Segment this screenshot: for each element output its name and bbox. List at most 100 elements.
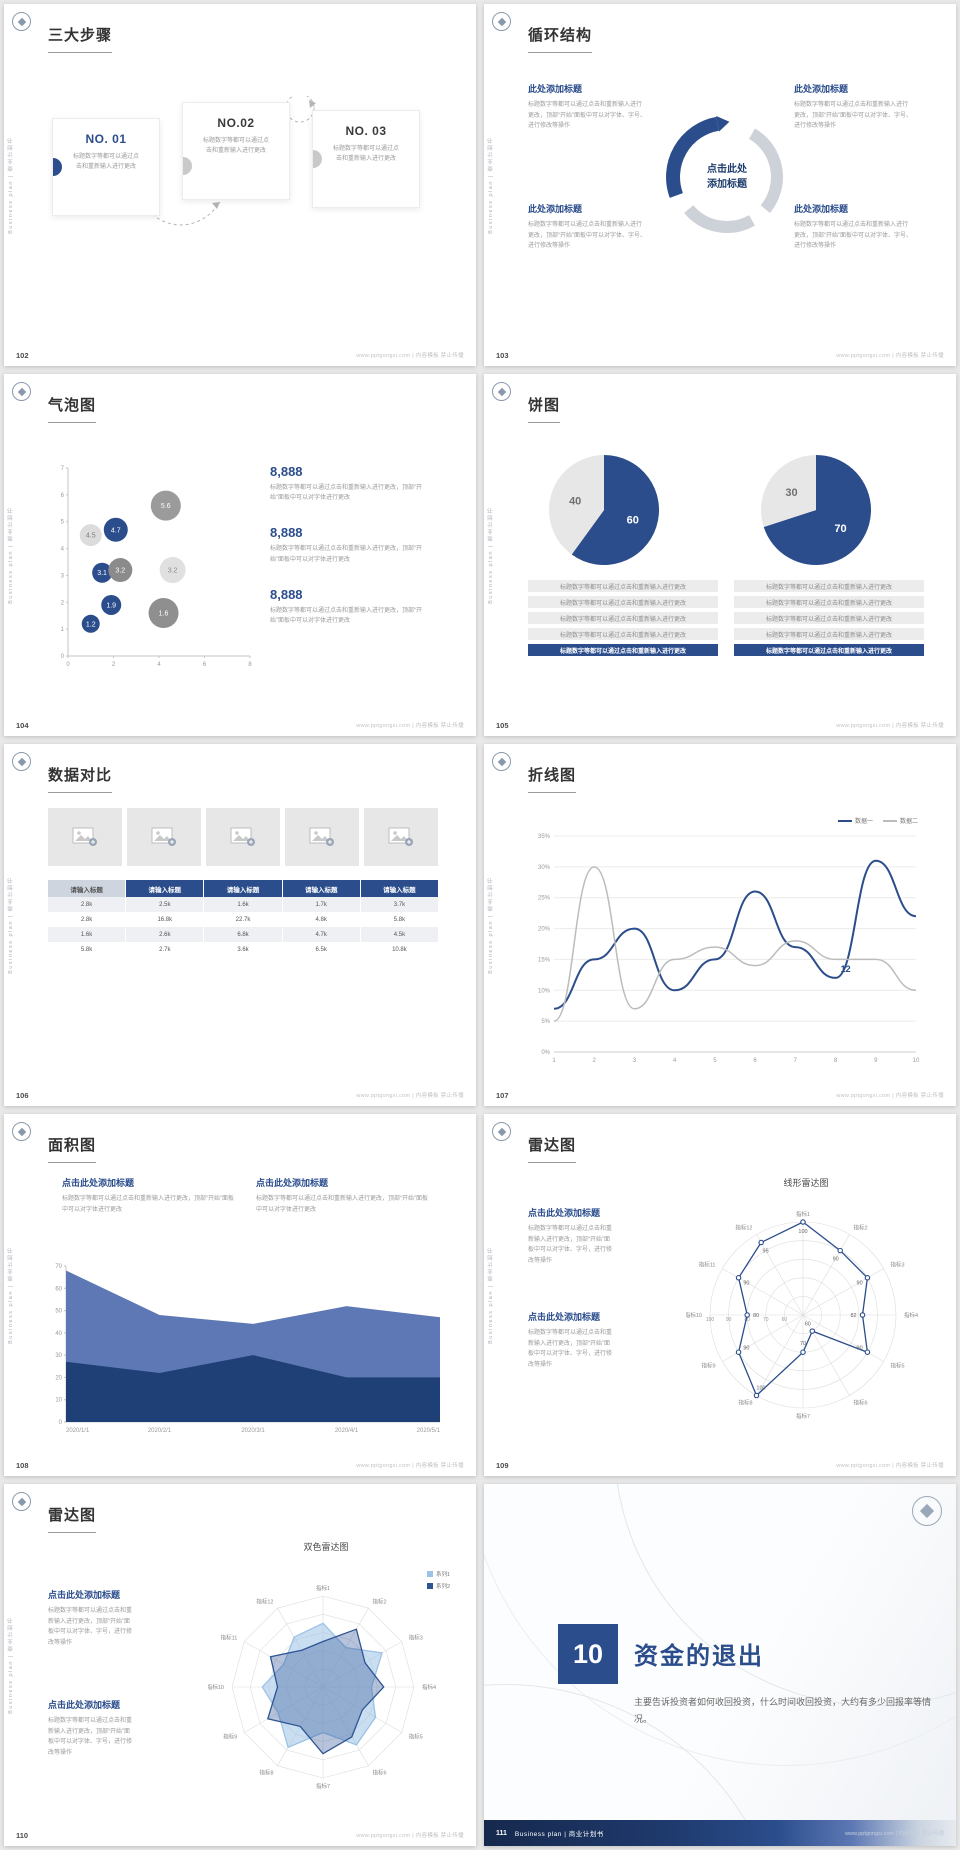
legend-line-swatch <box>882 819 897 822</box>
svg-text:指标8: 指标8 <box>259 1769 273 1777</box>
line-chart: 0% 5% 10% 15% 20% 25% 30% 35% 1 2 3 4 5 6 7 8 9 10 12 <box>528 828 926 1068</box>
page-number: 103 <box>496 351 509 360</box>
table-cell: 6.8k <box>204 927 283 942</box>
brand-logo-icon <box>492 752 511 771</box>
brand-logo-icon <box>912 1496 942 1526</box>
table-cell: 1.6k <box>48 927 127 942</box>
legend-label: 数据二 <box>899 819 918 825</box>
legend-line-swatch <box>837 819 852 822</box>
cycle-arrows-diagram <box>666 116 783 233</box>
footer-text: www.pptgongsi.com | 内容模板 禁止传播 <box>836 723 944 729</box>
svg-text:指标4: 指标4 <box>422 1683 436 1691</box>
semicircle-marker <box>183 157 192 175</box>
slide-105-pie-charts[interactable]: Business plan | 商业计划书 饼图 60 40 70 30 标题数字等… <box>484 374 956 736</box>
slide-111-section-cover[interactable]: 10 资金的退出 主要告诉投资者如何收回投资，什么时间收回投资，大约有多少回报率… <box>484 1484 956 1846</box>
slide-109-radar-chart[interactable]: Business plan | 商业计划书 雷达图 点击此处添加标题 标题数字等… <box>484 1114 956 1476</box>
table-cell: 3.7k <box>360 897 439 912</box>
legend-label: 数据一 <box>854 819 873 825</box>
step-card-3: NO. 03 标题数字等都可以通过点击和重新输入进行更改 <box>312 110 420 208</box>
svg-text:5.6: 5.6 <box>161 503 171 510</box>
block-title: 点击此处添加标题 <box>62 1178 135 1188</box>
step-card-1: NO. 01 标题数字等都可以通过点击和重新输入进行更改 <box>52 118 160 216</box>
brand-logo-icon <box>12 1122 31 1141</box>
svg-text:指标10: 指标10 <box>686 1311 702 1319</box>
table-cell: 3.6k <box>204 942 283 957</box>
pie-caption-row-highlight: 标题数字等都可以通过点击和重新输入进行更改 <box>528 644 718 656</box>
svg-text:100: 100 <box>798 1229 807 1235</box>
svg-text:指标9: 指标9 <box>701 1362 715 1370</box>
table-row: 5.8k 2.7k 3.6k 6.5k 10.8k <box>48 942 439 957</box>
slide-title: 三大步骤 <box>48 24 113 53</box>
slide-110-radar-chart-dual[interactable]: Business plan | 商业计划书 雷达图 点击此处添加标题 标题数字等… <box>4 1484 476 1846</box>
brand-logo-icon <box>12 382 31 401</box>
step-number: NO.02 <box>217 116 255 130</box>
svg-text:7: 7 <box>61 466 65 472</box>
table-cell: 4.5k <box>360 927 439 942</box>
svg-text:4.5: 4.5 <box>86 533 96 540</box>
pie-chart-left: 60 40 <box>548 454 660 566</box>
pie-caption-row: 标题数字等都可以通过点击和重新输入进行更改 <box>528 612 718 624</box>
brand-logo-icon <box>492 12 511 31</box>
svg-text:100: 100 <box>756 1386 765 1392</box>
text-block-1: 点击此处添加标题 标题数字等都可以通过点击和重新输入进行更改，顶部“开始”面板中… <box>528 1206 614 1266</box>
table-cell: 1.6k <box>204 897 283 912</box>
stat-item: 8,888 标题数字等都可以通过点击和重新输入进行更改，顶部“开始”面板中可以对… <box>270 525 435 564</box>
svg-text:60: 60 <box>805 1321 811 1327</box>
page-number: 111 <box>496 1829 507 1837</box>
legend-swatch <box>426 1571 433 1577</box>
svg-text:指标6: 指标6 <box>854 1399 868 1407</box>
pie-caption-row: 标题数字等都可以通过点击和重新输入进行更改 <box>528 580 718 592</box>
slide-108-area-chart[interactable]: Business plan | 商业计划书 面积图 点击此处添加标题 标题数字等… <box>4 1114 476 1476</box>
slide-103-cycle[interactable]: Business plan | 商业计划书 循环结构 点击此处 添加标题 此处添… <box>484 4 956 366</box>
slide-102-three-steps[interactable]: Business plan | 商业计划书 三大步骤 NO. 01 标题数字等都… <box>4 4 476 366</box>
svg-text:指标6: 指标6 <box>373 1769 387 1777</box>
slide-107-line-chart[interactable]: Business plan | 商业计划书 折线图 数据一 数据二 0% 5% 10… <box>484 744 956 1106</box>
chart-legend: 数据一 数据二 <box>837 816 918 825</box>
svg-text:40: 40 <box>55 1331 62 1337</box>
svg-text:指标12: 指标12 <box>735 1224 752 1232</box>
legend-item: 数据二 <box>882 816 918 825</box>
step-description: 标题数字等都可以通过点击和重新输入进行更改 <box>332 146 399 163</box>
svg-text:15%: 15% <box>538 957 551 963</box>
svg-text:1.6: 1.6 <box>159 611 169 618</box>
image-placeholder <box>206 808 280 866</box>
svg-text:1: 1 <box>552 1058 556 1064</box>
stat-item: 8,888 标题数字等都可以通过点击和重新输入进行更改，顶部“开始”面板中可以对… <box>270 587 435 626</box>
chapter-title: 资金的退出 <box>634 1643 764 1670</box>
svg-text:40: 40 <box>569 496 581 508</box>
svg-text:12: 12 <box>841 964 851 974</box>
svg-text:指标4: 指标4 <box>904 1311 918 1319</box>
svg-text:4: 4 <box>673 1058 677 1064</box>
svg-text:90: 90 <box>743 1346 749 1352</box>
table-cell: 16.8k <box>126 912 205 927</box>
svg-text:80: 80 <box>744 1317 750 1323</box>
table-cell: 1.7k <box>282 897 361 912</box>
svg-text:3.2: 3.2 <box>168 568 178 575</box>
slide-title: 循环结构 <box>528 24 593 53</box>
svg-text:4: 4 <box>61 547 65 553</box>
footer-text: www.pptgongsi.com | 内容模板 禁止传播 <box>356 353 464 359</box>
svg-text:6: 6 <box>61 493 65 499</box>
stats-column: 8,888 标题数字等都可以通过点击和重新输入进行更改，顶部“开始”面板中可以对… <box>270 464 435 648</box>
slide-106-data-comparison[interactable]: Business plan | 商业计划书 数据对比 请输入标题 请输入标题 请输入… <box>4 744 476 1106</box>
svg-text:90: 90 <box>726 1317 732 1323</box>
text-block-2: 点击此处添加标题 标题数字等都可以通过点击和重新输入进行更改，顶部“开始”面板中… <box>528 1310 614 1370</box>
block-title: 此处添加标题 <box>794 204 849 214</box>
svg-text:0%: 0% <box>541 1050 550 1056</box>
cycle-center-label: 点击此处 添加标题 <box>687 163 767 192</box>
chapter-number: 10 <box>558 1624 618 1684</box>
table-cell: 10.8k <box>360 942 439 957</box>
image-placeholder <box>48 808 122 866</box>
block-title: 点击此处添加标题 <box>528 1208 601 1218</box>
brand-logo-icon <box>12 1492 31 1511</box>
semicircle-marker <box>313 150 322 168</box>
svg-text:3: 3 <box>61 573 65 579</box>
slide-104-bubble-chart[interactable]: Business plan | 商业计划书 气泡图 0 1 2 3 4 5 6 7 0 2 4 6 8 4… <box>4 374 476 736</box>
svg-text:30: 30 <box>785 487 797 499</box>
table-cell: 4.7k <box>282 927 361 942</box>
side-vertical-text: Business plan | 商业计划书 <box>488 1246 494 1344</box>
footer-text: www.pptgongsi.com | 内容模板 禁止传播 <box>356 723 464 729</box>
brand-logo-icon <box>12 12 31 31</box>
svg-text:6: 6 <box>203 662 207 668</box>
pie-caption-row: 标题数字等都可以通过点击和重新输入进行更改 <box>734 628 924 640</box>
